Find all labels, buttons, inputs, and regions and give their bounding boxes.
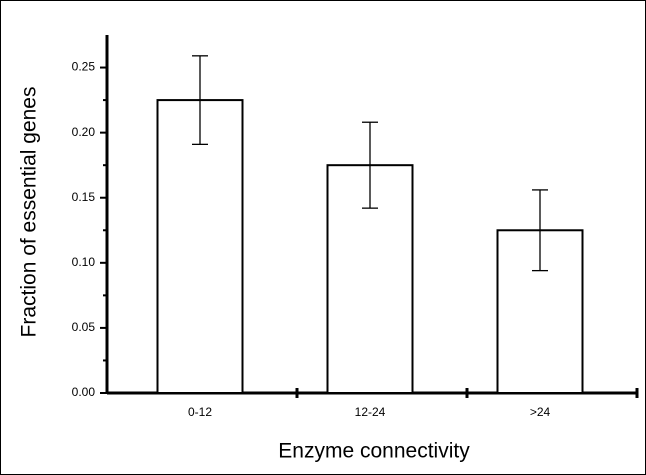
x-tick-label: >24 — [530, 405, 551, 419]
y-tick-label: 0.05 — [72, 320, 96, 334]
bar — [156, 99, 244, 394]
error-bar — [192, 55, 208, 146]
y-tick-label: 0.15 — [72, 190, 96, 204]
y-tick-label: 0.10 — [72, 255, 96, 269]
x-axis-label: Enzyme connectivity — [278, 440, 470, 463]
y-axis-label: Fraction of essential genes — [18, 87, 41, 338]
x-tick-label: 0-12 — [188, 405, 212, 419]
y-tick-label: 0.25 — [72, 60, 96, 74]
y-tick-label: 0.20 — [72, 125, 96, 139]
error-bar — [362, 121, 378, 209]
x-tick-label: 12-24 — [355, 405, 386, 419]
y-tick-label: 0.00 — [72, 385, 96, 399]
error-bar — [532, 189, 548, 272]
